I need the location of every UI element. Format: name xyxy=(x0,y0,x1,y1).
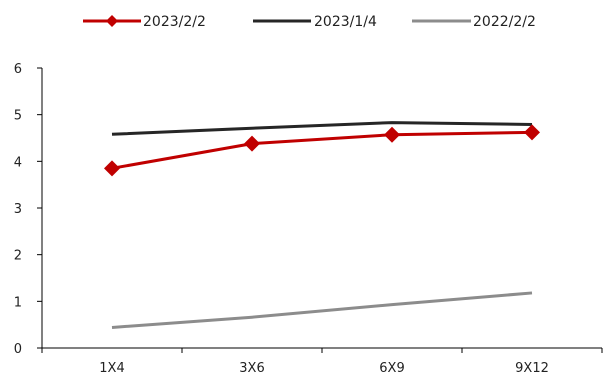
series-1-point xyxy=(244,135,260,152)
series-1-point xyxy=(104,160,120,177)
legend-label-series-1: 2023/2/2 xyxy=(143,14,206,30)
x-tick-label: 1X4 xyxy=(99,361,124,376)
series-lines xyxy=(111,121,533,329)
legend-label-series-2: 2023/1/4 xyxy=(314,14,377,30)
legend-marker-series-1 xyxy=(106,15,118,27)
legend-item-series-3: 2022/2/2 xyxy=(412,14,536,30)
legend-label-series-3: 2022/2/2 xyxy=(473,14,536,30)
y-tick-label: 3 xyxy=(14,202,22,217)
series-line-1 xyxy=(111,130,533,170)
series-line-3 xyxy=(111,291,533,329)
legend-item-series-1: 2023/2/2 xyxy=(83,14,206,30)
y-tick-label: 2 xyxy=(14,249,22,264)
y-tick-label: 5 xyxy=(14,109,22,124)
axes xyxy=(41,68,602,349)
x-tick-group: 1X4 3X6 6X9 9X12 xyxy=(41,348,603,376)
series-1-point xyxy=(384,126,400,143)
legend: 2023/2/2 2023/1/4 2022/2/2 xyxy=(83,14,536,30)
x-tick-label: 3X6 xyxy=(239,361,264,376)
series-markers xyxy=(104,124,540,177)
legend-item-series-2: 2023/1/4 xyxy=(253,14,377,30)
y-tick-label: 4 xyxy=(14,155,22,170)
y-tick-label: 0 xyxy=(14,342,22,357)
series-1-point xyxy=(524,124,540,141)
x-tick-label: 6X9 xyxy=(379,361,404,376)
y-tick-label: 6 xyxy=(14,62,22,77)
x-tick-label: 9X12 xyxy=(515,361,549,376)
series-line-2 xyxy=(111,121,533,136)
y-tick-group: 0 1 2 3 4 5 6 xyxy=(14,62,42,357)
y-tick-label: 1 xyxy=(14,295,22,310)
